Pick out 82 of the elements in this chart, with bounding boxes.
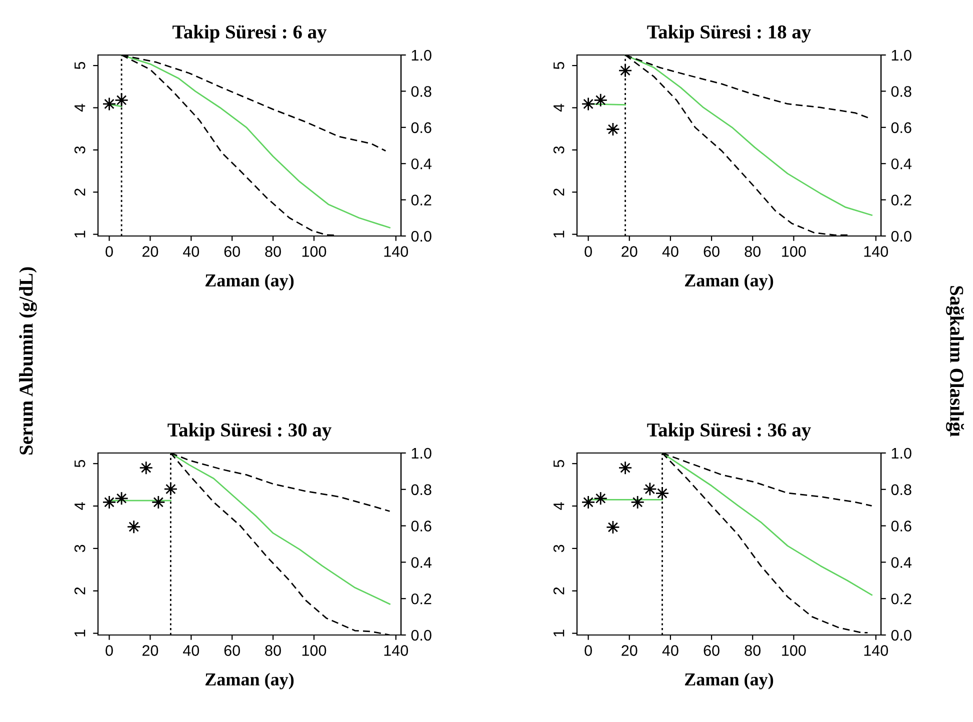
y-tick-label: 4 (554, 502, 564, 510)
y2-tick-label: 0.2 (891, 593, 912, 604)
x-tick-label: 0 (584, 246, 592, 257)
x-tick-label: 140 (864, 246, 888, 257)
x-tick-label: 20 (622, 246, 638, 257)
chart-title: Takip Süresi : 6 ay (172, 24, 327, 43)
y2-tick-label: 1.0 (892, 448, 912, 459)
x-tick-label: 100 (302, 246, 326, 257)
x-tick-label: 60 (704, 645, 720, 656)
y2-tick-label: 1.0 (892, 50, 912, 61)
x-tick-label: 140 (384, 645, 408, 656)
y-tick-label: 3 (74, 146, 86, 154)
x-tick-label: 40 (183, 246, 200, 257)
y-axis-title: Serum Albumin (g/dL) (19, 267, 37, 454)
y2-tick-label: 1.0 (412, 50, 432, 61)
x-tick-label: 0 (106, 645, 113, 656)
y2-tick-label: 0.6 (411, 122, 432, 134)
y2-tick-label: 0.4 (411, 557, 432, 568)
y2-tick-label: 1.0 (412, 448, 432, 459)
y-tick-label: 3 (553, 146, 564, 154)
x-tick-label: 80 (265, 246, 281, 257)
x-axis-title: Zaman (ay) (205, 274, 294, 290)
x-tick-label: 60 (224, 246, 240, 257)
y-tick-label: 5 (554, 460, 564, 468)
x-tick-label: 20 (622, 645, 638, 656)
y2-tick-label: 0.4 (891, 557, 912, 568)
y-tick-label: 3 (74, 544, 86, 552)
y2-tick-label: 0.6 (891, 520, 912, 532)
x-tick-label: 40 (662, 246, 678, 257)
y-tick-label: 4 (74, 502, 86, 510)
y2-axis-title: Sağkalım Olasılığı (946, 286, 964, 437)
y-tick-label: 4 (74, 104, 86, 112)
y-tick-label: 2 (74, 188, 86, 196)
x-tick-label: 60 (704, 246, 720, 257)
y-tick-label: 5 (74, 62, 86, 70)
x-tick-label: 40 (183, 645, 200, 656)
x-tick-label: 100 (782, 246, 806, 257)
y2-tick-label: 0.6 (891, 122, 912, 134)
x-axis-title: Zaman (ay) (684, 672, 774, 690)
x-tick-label: 40 (662, 645, 678, 656)
y-tick-label: 1 (74, 230, 86, 238)
x-axis-title: Zaman (ay) (205, 672, 294, 690)
y2-tick-label: 0.0 (891, 230, 912, 242)
y-tick-label: 3 (553, 544, 564, 552)
x-tick-label: 80 (744, 246, 761, 257)
x-axis-title: Zaman (ay) (684, 274, 774, 290)
x-tick-label: 20 (142, 645, 158, 656)
y2-tick-label: 0.8 (891, 484, 912, 496)
x-tick-label: 140 (864, 645, 888, 656)
x-tick-label: 0 (106, 246, 113, 257)
y-tick-label: 1 (74, 630, 86, 636)
x-tick-label: 140 (384, 246, 408, 257)
x-tick-label: 80 (265, 645, 281, 656)
chart-title: Takip Süresi : 30 ay (168, 422, 332, 441)
y2-tick-label: 0.0 (891, 630, 912, 641)
chart-title: Takip Süresi : 36 ay (647, 422, 811, 441)
y-tick-label: 1 (554, 630, 564, 636)
y2-tick-label: 0.4 (891, 158, 912, 170)
y-tick-label: 2 (553, 587, 564, 594)
x-tick-label: 80 (744, 645, 761, 656)
y2-tick-label: 0.8 (411, 86, 432, 97)
y-tick-label: 2 (74, 587, 86, 594)
y2-tick-label: 0.2 (891, 194, 912, 206)
x-tick-label: 100 (782, 645, 806, 656)
y-tick-label: 4 (554, 104, 564, 112)
y2-tick-label: 0.8 (411, 484, 432, 496)
y-tick-label: 5 (554, 62, 564, 70)
x-tick-label: 60 (224, 645, 240, 656)
y2-tick-label: 0.0 (411, 230, 432, 242)
y-tick-label: 5 (74, 460, 86, 468)
y-tick-label: 2 (553, 188, 564, 196)
chart-title: Takip Süresi : 18 ay (647, 24, 811, 43)
y2-tick-label: 0.2 (411, 194, 432, 206)
y-tick-label: 1 (554, 230, 564, 238)
y2-tick-label: 0.2 (411, 593, 432, 604)
x-tick-label: 20 (142, 246, 158, 257)
y2-tick-label: 0.0 (411, 630, 432, 641)
x-tick-label: 100 (302, 645, 326, 656)
x-tick-label: 0 (584, 645, 592, 656)
y2-tick-label: 0.6 (411, 520, 432, 532)
y2-tick-label: 0.4 (411, 158, 432, 170)
y2-tick-label: 0.8 (891, 86, 912, 97)
